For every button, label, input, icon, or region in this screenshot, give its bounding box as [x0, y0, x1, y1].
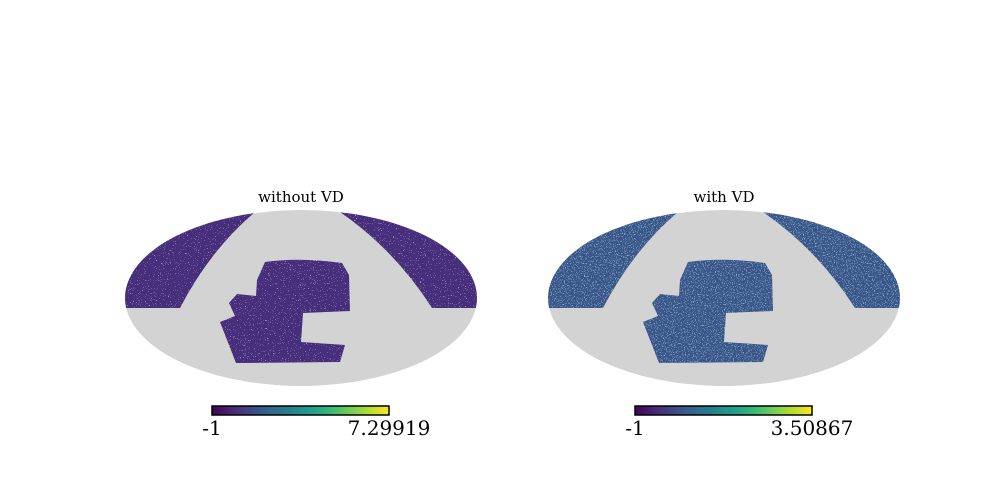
- data-region-south: [220, 259, 350, 363]
- map-panel-with-vd: with VD -1 3.50867: [548, 188, 900, 440]
- map-title: with VD: [694, 188, 755, 206]
- mollweide-map: [548, 210, 900, 386]
- colorbar-max-label: 7.29919: [348, 416, 431, 440]
- data-region-south: [643, 259, 773, 363]
- mollweide-map: [125, 210, 477, 386]
- colorbar-min-label: -1: [202, 416, 221, 440]
- map-panel-without-vd: without VD -1 7.29919: [125, 188, 477, 440]
- colorbar: [211, 405, 390, 416]
- colorbar: [634, 405, 813, 416]
- colorbar-max-label: 3.50867: [771, 416, 854, 440]
- colorbar-min-label: -1: [625, 416, 644, 440]
- map-title: without VD: [258, 188, 344, 206]
